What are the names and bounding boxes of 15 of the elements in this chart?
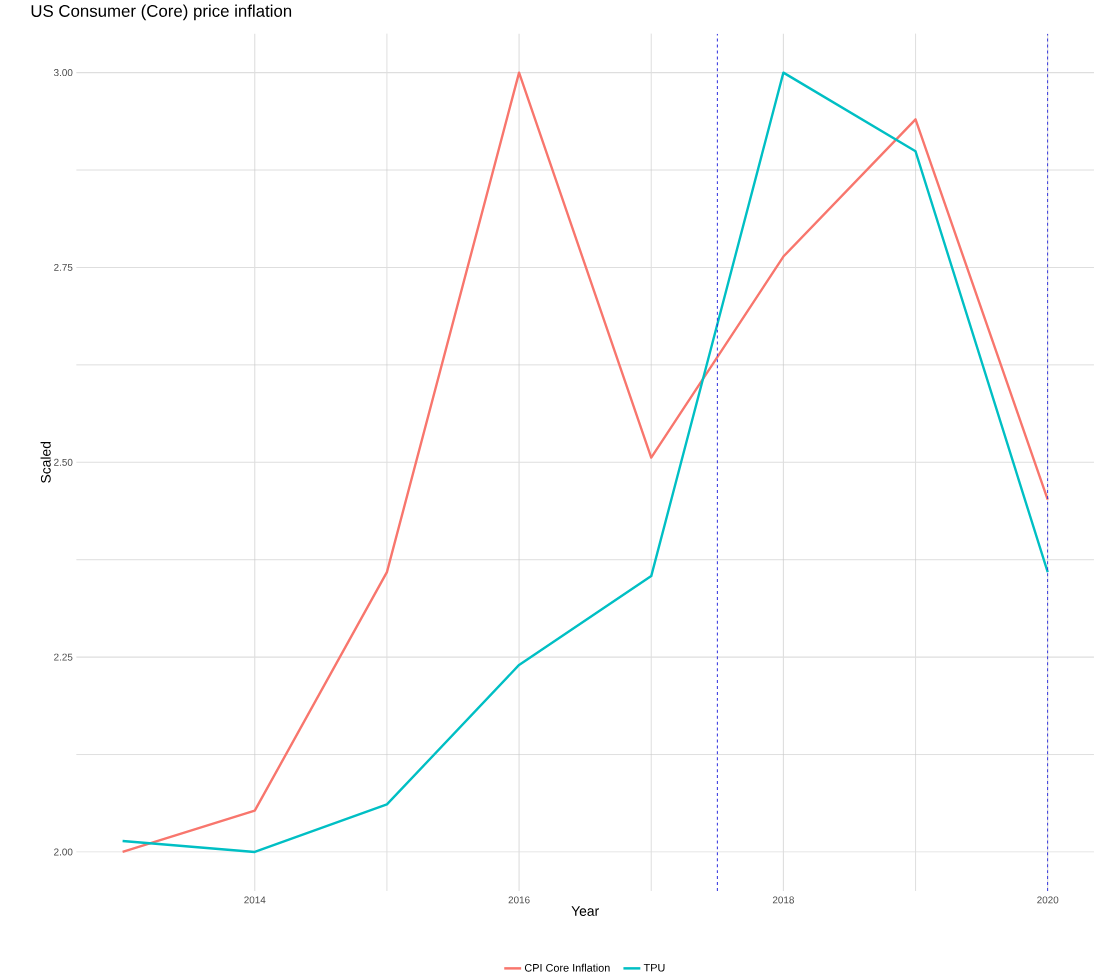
- y-tick-label: 2.25: [54, 653, 73, 661]
- x-tick-label: 2018: [772, 896, 794, 904]
- chart-title: US Consumer (Core) price inflation: [31, 4, 292, 21]
- y-tick-label: 3.00: [53, 69, 73, 77]
- x-tick-label: 2016: [508, 896, 530, 904]
- y-axis-title: Scaled: [40, 441, 51, 483]
- line-series: [121, 71, 1049, 854]
- y-tick-label: 2.00: [54, 848, 73, 856]
- y-tick-label: 2.75: [54, 263, 73, 271]
- x-tick-label: 2020: [1037, 896, 1059, 904]
- x-axis-title: Year: [571, 906, 599, 916]
- x-tick-label: 2014: [244, 896, 266, 904]
- legend-label: CPI Core Inflation: [524, 963, 610, 972]
- legend-label: TPU: [643, 963, 665, 972]
- y-tick-label: 2.50: [54, 458, 73, 466]
